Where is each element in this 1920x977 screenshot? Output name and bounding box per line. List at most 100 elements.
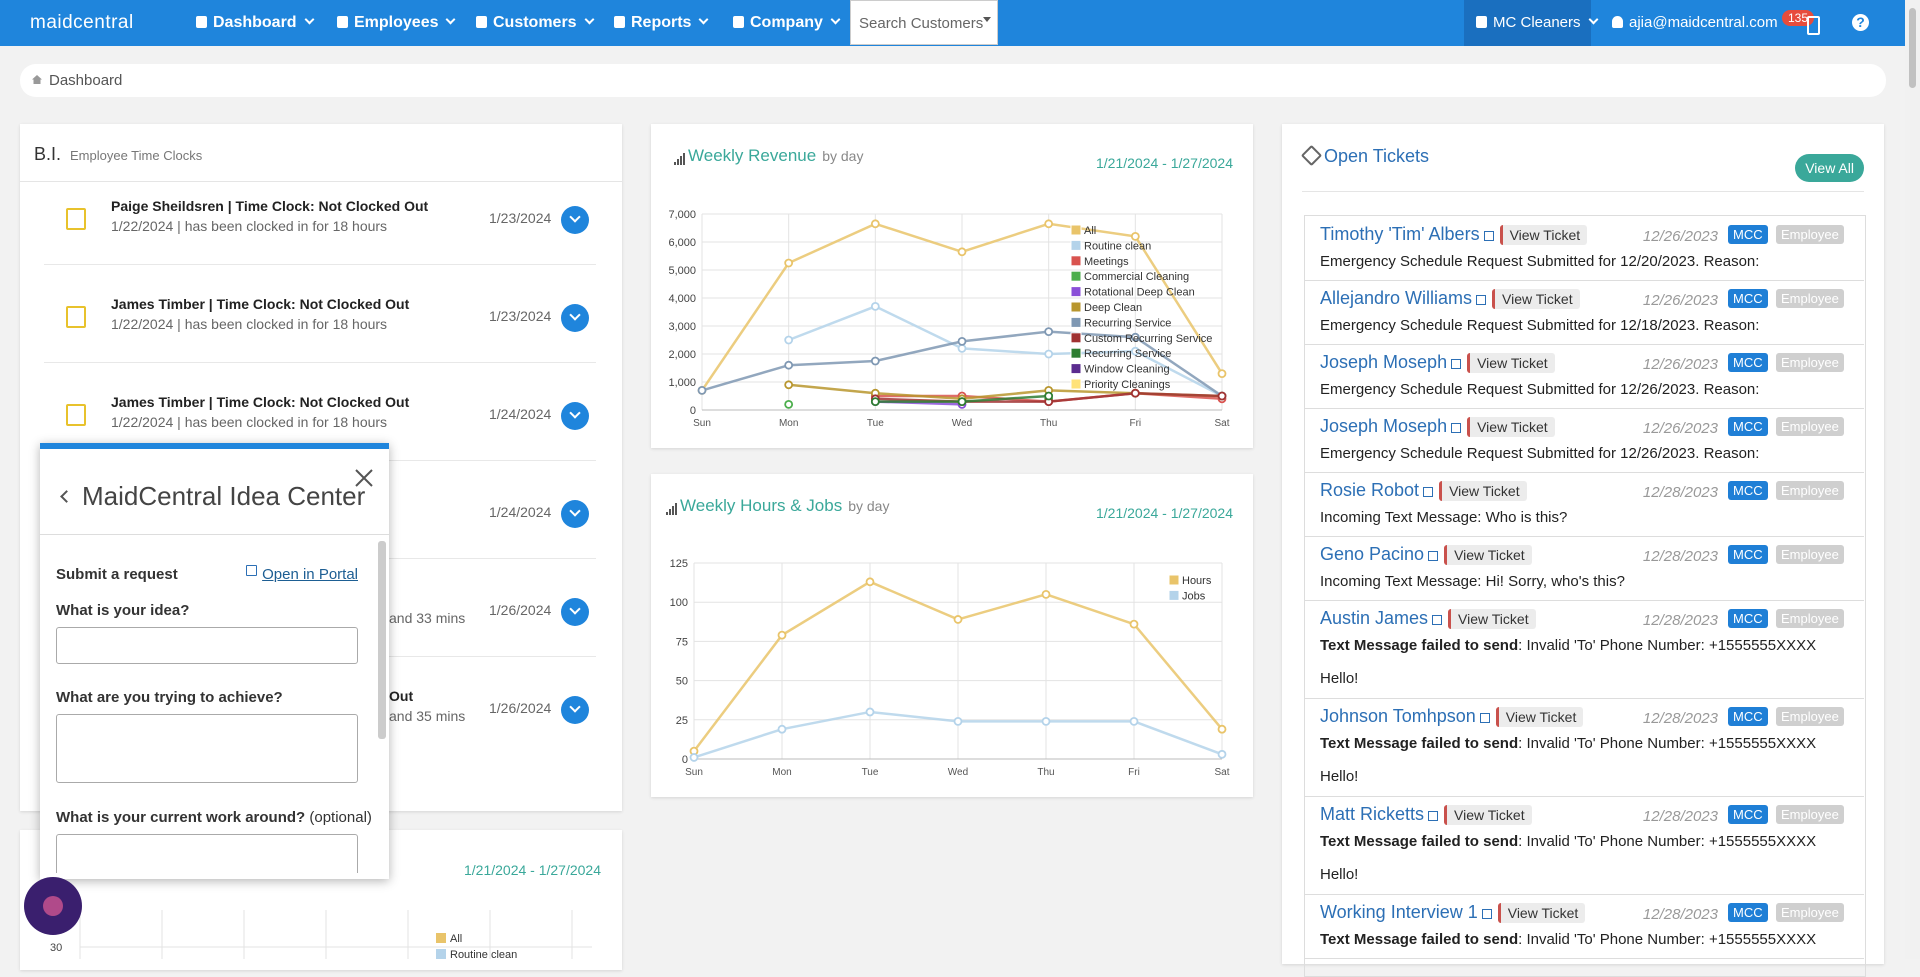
mobile-icon[interactable] (1807, 16, 1820, 35)
chevron (569, 309, 581, 321)
popup-scrollbar[interactable] (378, 541, 386, 739)
popup-title: MaidCentral Idea Center (82, 481, 366, 511)
clock-detail: and 35 mins (389, 708, 466, 724)
expand-button[interactable] (561, 598, 589, 626)
tag: MCC (1728, 353, 1768, 372)
expand-button[interactable] (561, 696, 589, 724)
ticket-row: Johnson Tomhpson View Ticket 12/28/2023 MCC… (1304, 698, 1864, 797)
expand-button[interactable] (561, 304, 589, 332)
nav-menu-item[interactable]: Employees (337, 0, 456, 46)
ticket-name[interactable]: Joseph Moseph (1320, 352, 1448, 372)
ticket-name[interactable]: Timothy 'Tim' Albers (1320, 224, 1480, 244)
scroll-thumb[interactable] (1909, 8, 1916, 88)
message-text: Emergency Schedule Request Submitted for… (1320, 381, 1760, 398)
ticket-date: 12/26/2023 (1642, 356, 1718, 373)
help[interactable]: ? (1852, 14, 1869, 31)
y-tick-label: 30 (50, 942, 62, 954)
chevron (569, 603, 581, 615)
ticket-icon (1300, 144, 1323, 167)
ticket-name[interactable]: Joseph Moseph (1320, 416, 1448, 436)
ticket-name[interactable]: Matt Ricketts (1320, 804, 1425, 824)
notification-badge[interactable]: 135 (1782, 10, 1815, 26)
chat-launcher[interactable] (24, 877, 82, 935)
caret (699, 14, 709, 25)
ticket-date: 12/28/2023 (1642, 484, 1718, 501)
ticket-name[interactable]: Johnson Tomhpson (1320, 706, 1476, 726)
workaround-input[interactable] (56, 834, 358, 873)
calendar-icon (66, 306, 86, 328)
revenue-panel (651, 124, 1253, 448)
ticket-date: 12/26/2023 (1642, 228, 1718, 245)
tag: MCC (1728, 707, 1768, 726)
ticket-date: 12/28/2023 (1642, 906, 1718, 923)
ticket-message: Emergency Schedule Request Submitted for… (1320, 253, 1759, 270)
external-icon (1483, 231, 1494, 241)
ticket-name[interactable]: Rosie Robot (1320, 480, 1420, 500)
tag: MCC (1728, 545, 1768, 564)
clock-title: James Timber | Time Clock: Not Clocked O… (111, 296, 410, 312)
view-ticket-button[interactable]: View Ticket (1444, 545, 1532, 565)
idea-input[interactable] (56, 627, 358, 664)
close-button[interactable] (354, 468, 374, 488)
nav-menu-item[interactable]: Reports (614, 0, 709, 46)
clock-date: 1/24/2024 (489, 406, 552, 422)
breadcrumb-text[interactable]: Dashboard (49, 72, 123, 89)
clock-title: Out (389, 688, 414, 704)
expand-button[interactable] (561, 206, 589, 234)
expand-button[interactable] (561, 402, 589, 430)
ticket-message: Text Message failed to send: Invalid 'To… (1320, 931, 1816, 948)
message-text: : Invalid 'To' Phone Number: +1555555XXX… (1518, 735, 1817, 752)
nav-menu-item[interactable]: Dashboard (196, 0, 315, 46)
date-range: 1/21/2024 - 1/27/2024 (463, 862, 601, 878)
nav-menu-item[interactable]: Customers (476, 0, 595, 46)
ticket-message: Text Message failed to send: Invalid 'To… (1320, 833, 1816, 850)
search-box[interactable]: Search Customers (850, 0, 998, 45)
clock-date: 1/26/2024 (489, 700, 552, 716)
clock-detail: 1/22/2024 | has been clocked in for 18 h… (111, 218, 388, 234)
field-label: What are you trying to achieve? (56, 689, 283, 706)
scrollbar[interactable] (1905, 0, 1920, 959)
expand-button[interactable] (561, 500, 589, 528)
external-icon (246, 565, 257, 576)
view-ticket-button[interactable]: View Ticket (1499, 225, 1588, 245)
view-all-button[interactable]: View All (1795, 154, 1864, 182)
clock-date: 1/26/2024 (489, 602, 552, 618)
user-menu[interactable]: ajia@maidcentral.com (1612, 0, 1796, 46)
view-ticket-button[interactable]: View Ticket (1467, 353, 1555, 373)
chat-dot (43, 896, 63, 916)
ticket-name[interactable]: Working Interview 1 (1320, 902, 1478, 922)
view-ticket-button[interactable]: View Ticket (1495, 707, 1584, 727)
view-ticket-button[interactable]: View Ticket (1439, 481, 1527, 501)
legend-label: All (450, 933, 462, 945)
ticket-message: Incoming Text Message: Hi! Sorry, who's … (1320, 573, 1625, 590)
message-text: : Invalid 'To' Phone Number: +1555555XXX… (1518, 833, 1817, 850)
chevron (569, 211, 581, 223)
tag: Employee (1776, 481, 1844, 500)
nav-label: Company (750, 14, 823, 31)
ticket-row: Rosie Robot View Ticket 12/28/2023 MCC Emplo… (1304, 472, 1864, 537)
goal-textarea[interactable] (56, 714, 358, 783)
ticket-name[interactable]: Austin James (1320, 608, 1429, 628)
nav-icon (196, 16, 207, 28)
ticket-name[interactable]: Allejandro Williams (1320, 288, 1473, 308)
clock-detail: 1/22/2024 | has been clocked in for 18 h… (111, 414, 388, 430)
divider (44, 362, 596, 363)
tag: MCC (1728, 903, 1768, 922)
view-ticket-button[interactable]: View Ticket (1497, 903, 1586, 923)
view-ticket-button[interactable]: View Ticket (1448, 609, 1536, 629)
ticket-row: Joseph Moseph View Ticket 12/26/2023 MCC Emp… (1304, 408, 1864, 473)
ticket-row: Matt Ricketts View Ticket 12/28/2023 MCC Emp… (1304, 796, 1864, 895)
optional-note: (optional) (309, 809, 372, 826)
nav-menu-item[interactable]: Company (733, 0, 841, 46)
nav-label: Dashboard (213, 14, 297, 31)
view-ticket-button[interactable]: View Ticket (1444, 805, 1532, 825)
clock-detail: 1/22/2024 | has been clocked in for 18 h… (111, 316, 388, 332)
view-ticket-button[interactable]: View Ticket (1467, 417, 1555, 437)
company-menu[interactable]: MC Cleaners (1476, 0, 1598, 46)
logo[interactable]: maidcentral (30, 12, 134, 33)
view-ticket-button[interactable]: View Ticket (1492, 289, 1580, 309)
ticket-name[interactable]: Geno Pacino (1320, 544, 1425, 564)
message-bold: Text Message failed to send (1320, 833, 1519, 850)
chevron (569, 701, 581, 713)
portal-link[interactable]: Open in Portal (262, 566, 358, 583)
